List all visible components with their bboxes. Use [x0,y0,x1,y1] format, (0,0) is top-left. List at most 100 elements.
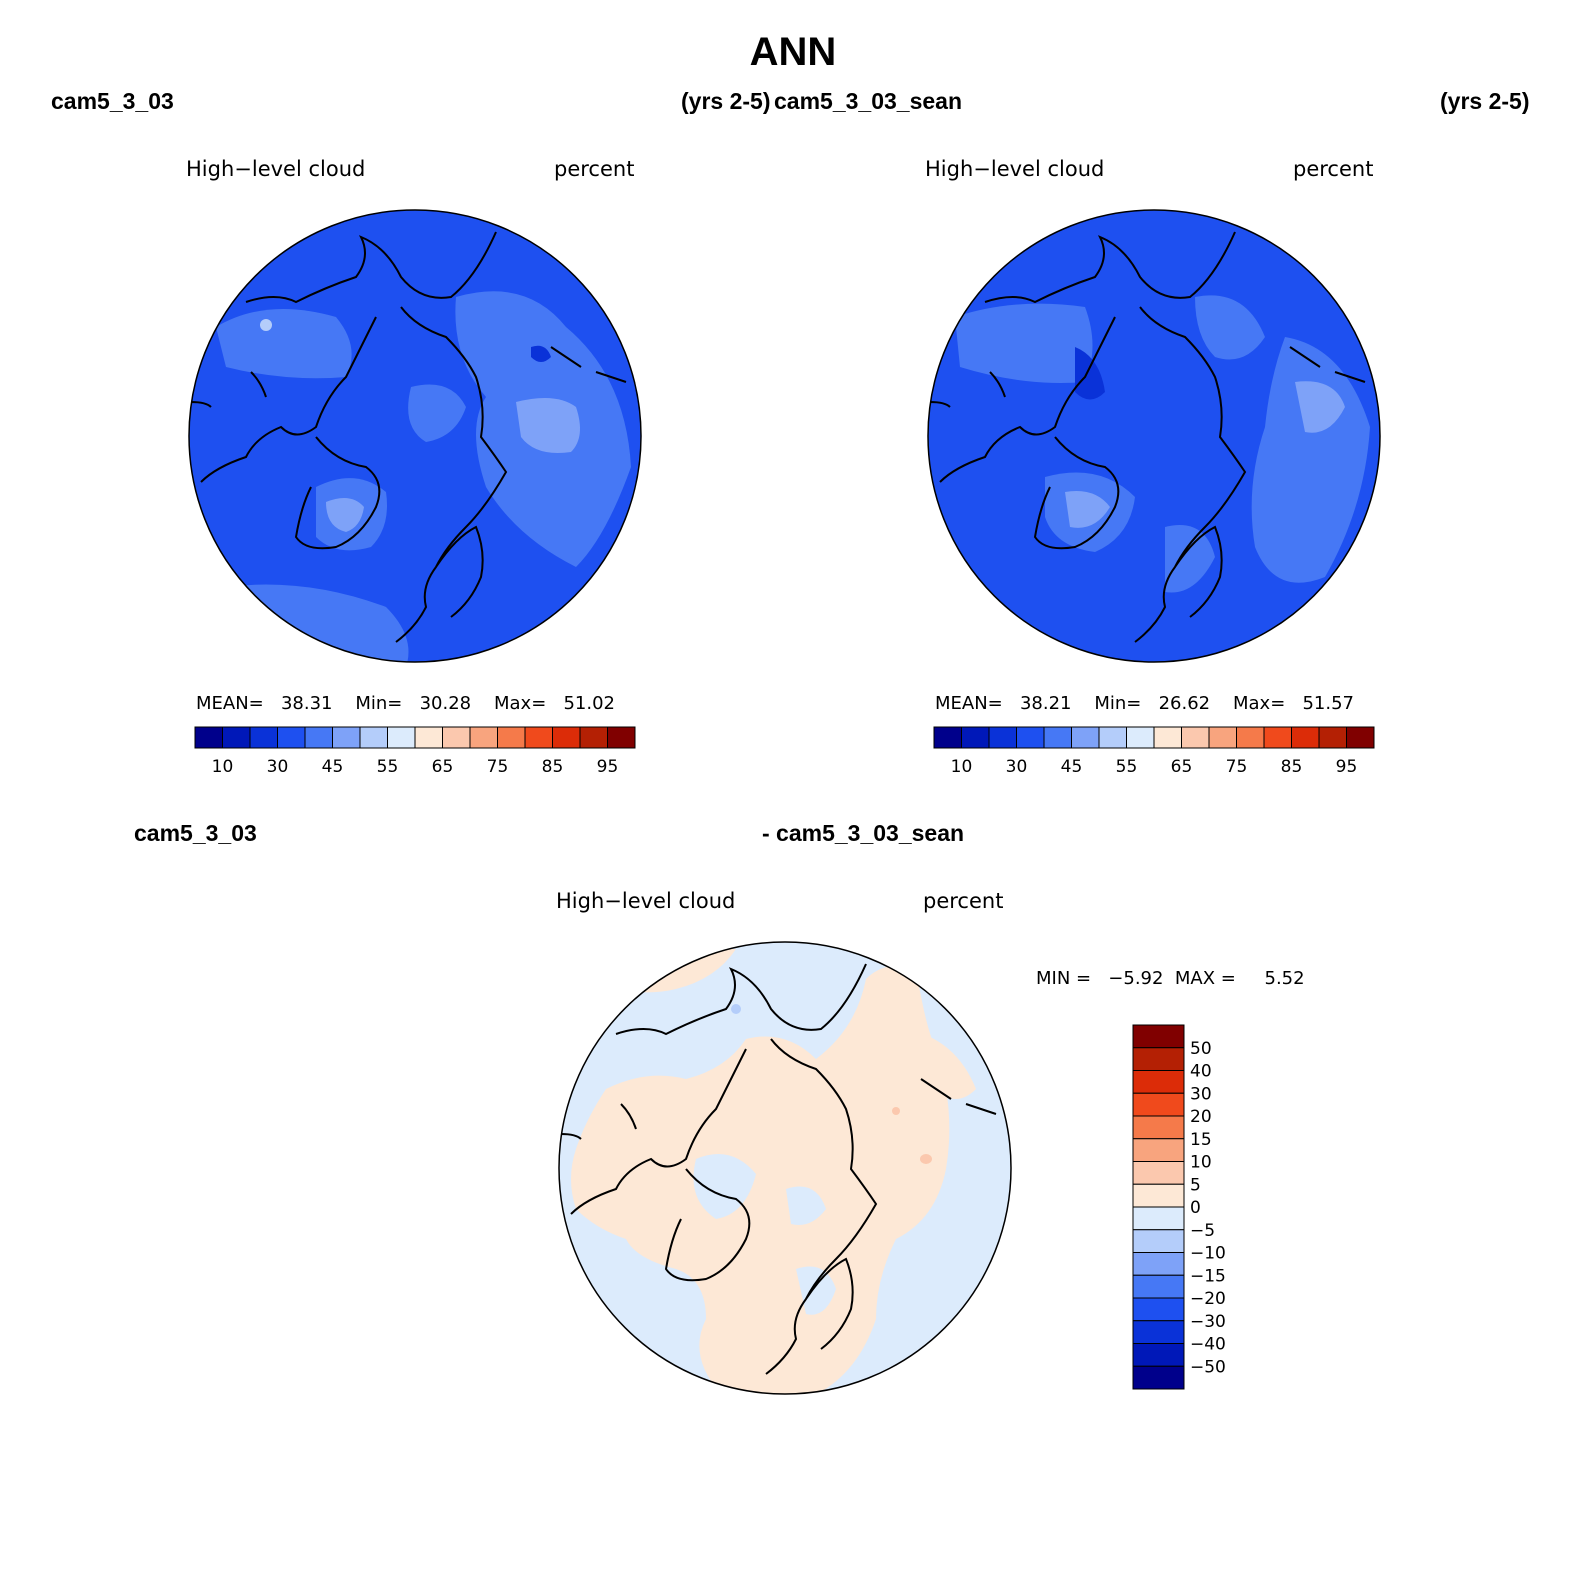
panel3-colorbar-tick-label: −5 [1190,1221,1215,1241]
panel3-colorbar-tick-label: −10 [1190,1244,1226,1264]
panel1-mean-label: MEAN= [196,693,264,714]
panel1-map [188,209,642,663]
panel1-colorbar-tick-label: 75 [487,757,509,777]
panel1-max-value: 51.02 [563,693,615,714]
panel3-field-strong-positive [920,1154,932,1164]
panel1-colorbar-swatch [579,726,608,749]
panel1-colorbar-swatch [359,726,388,749]
panel3-variable: High−level cloud [556,889,736,913]
panel1-min-value: 30.28 [419,693,472,714]
panel1-coastlines [190,231,627,643]
panel3-field-positive-1 [571,965,950,1394]
panel3-colorbar-tick-label: 15 [1190,1130,1212,1150]
panel1-colorbar-swatch [387,726,416,749]
panel3-colorbar-tick-label: −40 [1190,1335,1226,1355]
panel3-colorbar-swatch [1132,1343,1185,1367]
panel3-min-label: MIN = [1036,968,1092,989]
panel3-colorbar-swatch [1132,1274,1185,1299]
top-left-case-label: cam5_3_03 [51,88,174,114]
panel3-max-value: 5.52 [1264,968,1305,989]
panel1-field-lightest-1 [260,319,272,331]
panel1-colorbar-swatch [497,726,526,749]
panel3-colorbar-swatch [1132,1070,1185,1094]
panel3-colorbar-swatch [1132,1115,1185,1140]
diff-left-case-label: cam5_3_03 [134,820,257,846]
panel1-colorbar-tick-label: 65 [432,757,454,777]
panel2-colorbar-swatch [1126,726,1155,749]
panel1-field-lighter-2 [326,498,364,532]
panel2-colorbar-swatch [961,726,990,749]
panel3-colorbar-swatch [1132,1138,1185,1162]
panel1-colorbar-swatch [442,726,471,749]
panel3-colorbar-swatch [1132,1024,1185,1049]
panel2-colorbar-tick-label: 65 [1171,757,1193,777]
panel2-field-lighter-2 [1065,491,1110,528]
top-right-years-label: (yrs 2-5) [1440,88,1530,114]
figure-title: ANN [749,30,837,74]
panel2-colorbar-swatch [1318,726,1347,749]
panel3-colorbar-swatch [1132,1297,1185,1322]
panel2-field-light-3 [1195,295,1265,360]
panel2-field-dark-1 [1075,347,1105,400]
panel2-colorbar-tick-label: 55 [1116,757,1138,777]
panel1-colorbar-swatch [222,726,251,749]
panel3-map [558,941,1012,1395]
panel3-colorbar-swatch [1132,1320,1185,1344]
panel3-colorbar-swatch [1132,1365,1185,1390]
panel3-colorbar-tick-label: 10 [1190,1153,1212,1173]
panel2-field-light-5 [1165,525,1215,593]
panel3-colorbar-tick-label: 30 [1190,1084,1212,1104]
panel1-field-lighter-1 [516,398,580,453]
panel2-map [927,209,1381,663]
panel2-colorbar-swatch [1291,726,1320,749]
panel2-max-label: Max= [1232,693,1286,714]
panel3-colorbar-tick-label: −20 [1190,1289,1226,1309]
panel3-colorbar-tick-label: 5 [1190,1175,1201,1195]
panel2-stats: MEAN= 38.21 Min= 26.62 Max= 51.57 [935,693,1354,714]
panel2-colorbar-swatch [1016,726,1045,749]
panel2-colorbar-swatch [1236,726,1265,749]
panel2-field-light-1 [955,303,1093,383]
panel2-colorbar-tick-label: 10 [951,757,973,777]
panel1-colorbar-tick-label: 85 [542,757,564,777]
panel3-field-negative-island-2 [786,1186,826,1225]
panel2-colorbar-tick-label: 95 [1336,757,1358,777]
panel2-colorbar-swatch [1208,726,1237,749]
panel3-colorbar-swatch [1132,1047,1185,1071]
panel1-min-label: Min= [355,693,403,714]
panel1-colorbar: 10 30 45 55 65 75 85 95 [194,726,636,777]
top-left-years-label: (yrs 2-5) [681,88,771,114]
panel3-colorbar-swatch [1132,1252,1185,1276]
panel3-field-negative-island-3 [796,1266,836,1315]
panel2-colorbar-swatch [1153,726,1182,749]
panel1-colorbar-swatch [304,726,333,749]
panel1-colorbar-swatch [332,726,361,749]
panel2-min-label: Min= [1094,693,1142,714]
panel2-colorbar-swatch [1263,726,1292,749]
panel3-field-strong-positive-2 [892,1107,900,1115]
panel2-colorbar-swatch [988,726,1017,749]
panel1-colorbar-swatch [469,726,498,749]
panel2-variable: High−level cloud [925,157,1105,181]
panel3-min-value: −5.92 [1108,968,1164,989]
panel3-coastlines [560,963,997,1375]
panel1-field-dark-1 [531,345,551,362]
panel3-colorbar-tick-label: 40 [1190,1062,1212,1082]
panel3-field-positive-3 [906,1029,976,1099]
panel2-max-value: 51.57 [1302,693,1354,714]
panel3-colorbar-tick-label: 50 [1190,1039,1212,1059]
panel2-mean-label: MEAN= [935,693,1003,714]
panel1-colorbar-swatch [552,726,581,749]
panel1-colorbar-swatch [194,726,223,749]
panel3-colorbar-tick-label: −15 [1190,1266,1226,1286]
panel2-min-value: 26.62 [1158,693,1211,714]
panel1-colorbar-tick-label: 30 [267,757,289,777]
panel2-colorbar-tick-label: 30 [1006,757,1028,777]
panel2-colorbar-swatch [933,726,962,749]
panel1-field-light-1 [216,309,352,379]
panel3-field-negative-2 [731,1004,741,1014]
panel1-colorbar-tick-label: 10 [212,757,234,777]
panel3-colorbar-tick-label: −30 [1190,1312,1226,1332]
panel2-mean-value: 38.21 [1019,693,1072,714]
panel3-colorbar-swatch [1132,1229,1185,1253]
